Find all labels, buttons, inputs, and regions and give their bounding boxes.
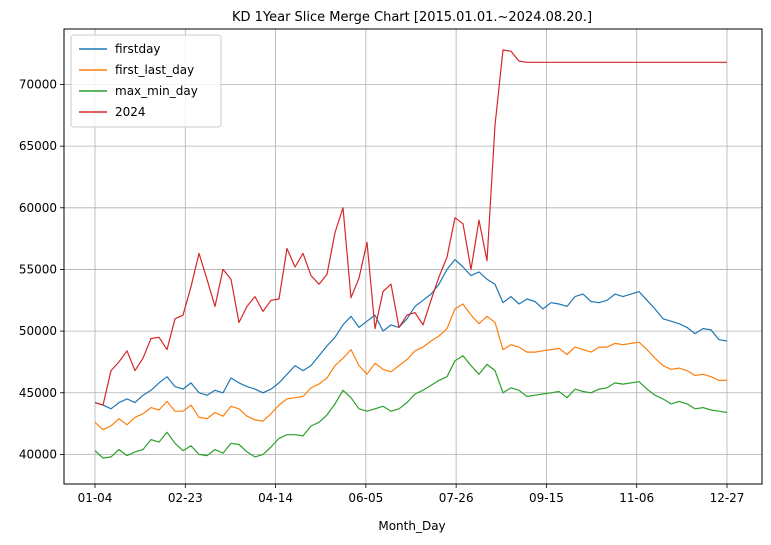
legend-label: first_last_day [115, 63, 194, 77]
chart-title: KD 1Year Slice Merge Chart [2015.01.01.~… [232, 10, 592, 25]
x-tick-label: 11-06 [619, 491, 654, 505]
x-axis-label: Month_Day [378, 519, 445, 533]
x-axis-ticks: 01-04 02-23 04-14 06-05 07-26 09-15 11-06 12-27 [78, 484, 745, 505]
y-tick-label: 60000 [19, 201, 57, 215]
legend-label: 2024 [115, 105, 146, 119]
y-tick-label: 45000 [19, 386, 57, 400]
series-lines [94, 49, 728, 459]
x-tick-label: 09-15 [529, 491, 564, 505]
series-line-max-min-day [94, 355, 728, 459]
y-tick-label: 55000 [19, 262, 57, 276]
series-line-firstday [94, 259, 728, 410]
legend-label: firstday [115, 42, 161, 56]
y-tick-label: 70000 [19, 77, 57, 91]
legend: firstday first_last_day max_min_day 2024 [70, 34, 222, 128]
x-tick-label: 12-27 [710, 491, 745, 505]
x-tick-label: 01-04 [78, 491, 113, 505]
series-line-2024 [94, 49, 727, 406]
plot-frame [63, 28, 763, 485]
y-tick-label: 40000 [19, 447, 57, 461]
legend-label: max_min_day [115, 84, 198, 98]
legend-box [70, 34, 222, 128]
series-line-first-last-day [94, 303, 727, 431]
x-tick-label: 06-05 [348, 491, 383, 505]
y-tick-label: 50000 [19, 324, 57, 338]
x-tick-label: 07-26 [439, 491, 474, 505]
y-tick-label: 65000 [19, 139, 57, 153]
x-tick-label: 04-14 [258, 491, 293, 505]
grid [64, 29, 762, 484]
y-axis-ticks: 40000 45000 50000 55000 60000 65000 70000 [19, 77, 64, 461]
x-tick-label: 02-23 [168, 491, 203, 505]
